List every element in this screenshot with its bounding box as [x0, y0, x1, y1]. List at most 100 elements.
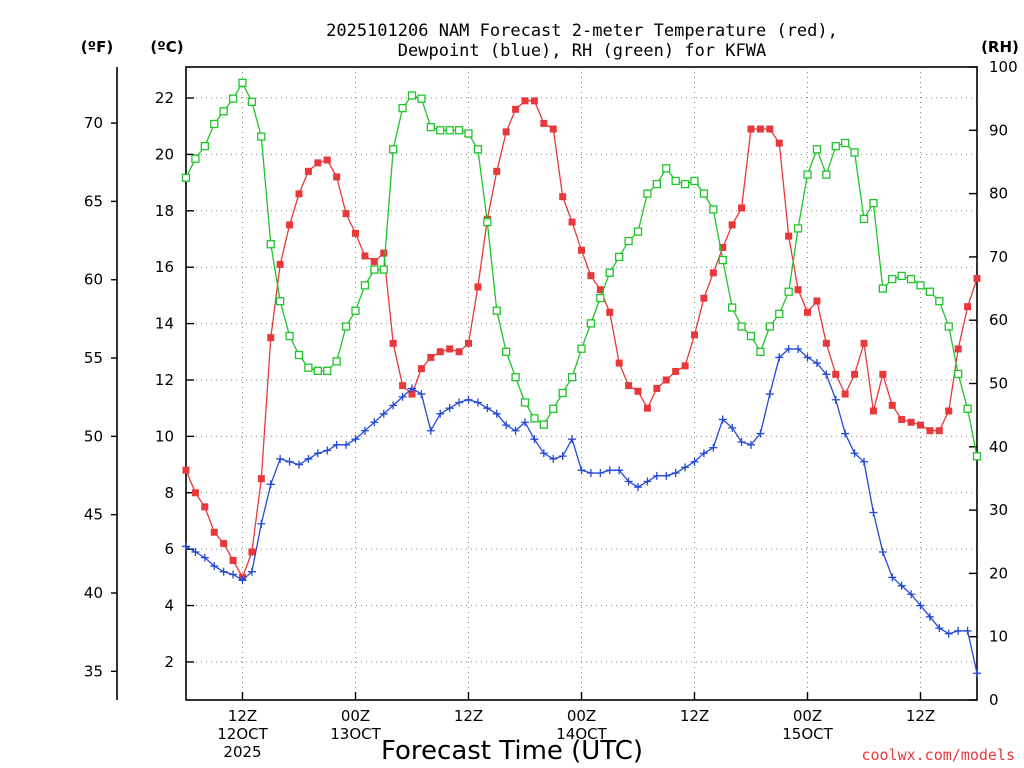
- dewpoint-point: [850, 449, 859, 458]
- rh-point: [765, 322, 774, 331]
- dewpoint-point: [747, 440, 755, 449]
- dewpoint-point: [464, 395, 473, 404]
- temperature-point: [691, 331, 698, 339]
- dewpoint-point: [436, 409, 445, 418]
- temperature-point: [738, 204, 746, 212]
- fahrenheit-tick-label: 65: [84, 192, 103, 210]
- dewpoint-point: [888, 573, 897, 582]
- rh-point: [718, 255, 727, 265]
- temperature-point: [559, 193, 567, 201]
- rh-tick-label: 90: [989, 121, 1008, 139]
- dewpoint-point: [699, 449, 708, 458]
- rh-point: [351, 306, 360, 315]
- rh-point: [492, 306, 501, 315]
- rh-tick-label: 40: [989, 438, 1008, 456]
- rh-point: [191, 154, 200, 163]
- dewpoint-point: [549, 454, 558, 463]
- temperature-point: [408, 390, 416, 398]
- rh-point: [549, 404, 558, 413]
- rh-point: [389, 145, 398, 154]
- rh-point: [360, 281, 370, 290]
- x-tick-label: 14OCT: [556, 725, 607, 743]
- rh-point: [323, 366, 332, 375]
- data-series: [181, 78, 982, 678]
- dewpoint-point: [954, 626, 963, 635]
- temperature-point: [465, 339, 472, 347]
- dewpoint-point: [342, 440, 351, 449]
- celsius-tick-label: 20: [155, 145, 174, 163]
- celsius-tick-label: 18: [155, 202, 174, 220]
- dewpoint-point: [398, 392, 407, 401]
- celsius-tick-label: 12: [155, 371, 174, 389]
- dewpoint-point: [784, 344, 793, 353]
- temperature-point: [191, 489, 199, 497]
- temperature-point: [380, 249, 388, 257]
- x-tick-label: 12Z: [906, 707, 935, 725]
- dewpoint-point: [389, 401, 398, 410]
- celsius-tick-label: 8: [164, 484, 174, 502]
- rh-point: [370, 265, 379, 274]
- dewpoint-point: [219, 567, 228, 576]
- x-axis-label: Forecast Time (UTC): [381, 736, 643, 766]
- rh-point: [615, 252, 624, 262]
- temperature-point: [417, 365, 425, 373]
- fahrenheit-tick-label: 55: [84, 349, 103, 367]
- temperature-point: [615, 359, 623, 367]
- rh-point: [897, 271, 906, 281]
- rh-point: [379, 265, 388, 274]
- dewpoint-point: [624, 477, 633, 486]
- rh-tick-label: 10: [989, 628, 1008, 646]
- rh-point: [954, 369, 963, 379]
- celsius-tick-label: 6: [164, 540, 174, 558]
- rh-point: [728, 303, 737, 312]
- x-tick-label: 00Z: [793, 707, 822, 725]
- rh-point: [624, 236, 633, 246]
- celsius-tick-label: 22: [155, 89, 174, 107]
- temperature-point: [907, 418, 915, 426]
- temperature-point: [719, 243, 727, 251]
- rh-point: [643, 189, 652, 198]
- temperature-point: [474, 283, 482, 291]
- rh-point: [483, 217, 492, 227]
- temperature-point: [455, 348, 463, 356]
- rh-point: [577, 344, 586, 353]
- dewpoint-point: [652, 471, 661, 480]
- temperature-point: [502, 128, 510, 136]
- rh-tick-label: 60: [989, 311, 1008, 329]
- rh-point: [219, 107, 228, 116]
- rh-point: [313, 366, 322, 375]
- dewpoint-point: [445, 404, 454, 413]
- celsius-tick-label: 10: [155, 427, 174, 445]
- rh-series: [181, 78, 982, 461]
- dewpoint-point: [944, 629, 953, 638]
- temperature-point: [700, 294, 708, 302]
- rh-point: [690, 176, 699, 186]
- rh-point: [859, 214, 869, 224]
- dewpoint-point: [304, 454, 313, 463]
- dewpoint-point: [878, 547, 887, 556]
- dewpoint-point: [379, 409, 388, 418]
- temperature-point: [888, 401, 896, 409]
- temperature-point: [361, 252, 369, 260]
- rh-point: [464, 129, 473, 138]
- rh-point: [652, 179, 661, 189]
- temperature-point: [578, 246, 585, 254]
- rh-point: [963, 404, 972, 413]
- rh-point: [596, 293, 605, 303]
- temperature-point: [860, 339, 868, 347]
- rh-point: [699, 189, 709, 198]
- temperature-point: [530, 97, 538, 105]
- rh-point: [878, 284, 887, 293]
- temperature-point: [662, 376, 670, 384]
- rh-point: [662, 164, 671, 173]
- rh-tick-label: 0: [989, 691, 999, 709]
- rh-point: [831, 141, 840, 151]
- dewpoint-point: [615, 466, 624, 475]
- axes: 2 4 6 8 10 12 14 16 18 20 22 35 40 45 50 55 60 65 70 0 10 20 3…: [84, 58, 1018, 761]
- dewpoint-point: [511, 426, 520, 435]
- fahrenheit-tick-label: 70: [84, 114, 103, 132]
- unit-label-fahrenheit: (ºF): [81, 38, 113, 56]
- unit-label-rh: (RH): [981, 38, 1019, 56]
- temperature-point: [399, 382, 407, 390]
